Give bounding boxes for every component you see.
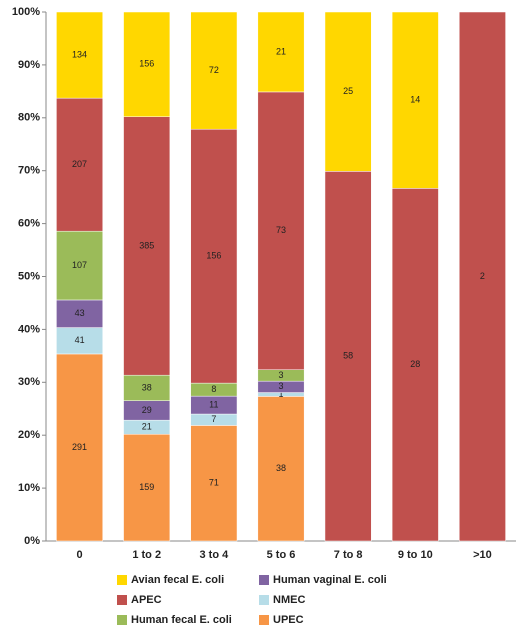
data-label: 21 (276, 46, 286, 56)
data-label: 28 (410, 359, 420, 369)
x-tick-label: >10 (473, 549, 492, 561)
y-tick-label: 60% (18, 218, 40, 230)
bar-segment (123, 116, 171, 376)
y-tick-label: 20% (18, 429, 40, 441)
bar-segment (257, 11, 305, 93)
data-label: 73 (276, 225, 286, 235)
bar-segment (391, 11, 439, 189)
y-tick-label: 0% (24, 535, 40, 547)
legend-swatch (259, 575, 269, 585)
y-tick-label: 70% (18, 165, 40, 177)
x-tick-label: 3 to 4 (199, 549, 229, 561)
data-label: 156 (139, 59, 154, 69)
data-label: 71 (209, 478, 219, 488)
bar-segment (56, 11, 103, 99)
data-label: 385 (139, 240, 154, 250)
data-label: 7 (211, 414, 216, 424)
bar-segment (123, 11, 171, 117)
legend-label: Avian fecal E. coli (131, 574, 224, 586)
data-label: 291 (72, 442, 87, 452)
data-label: 25 (343, 86, 353, 96)
data-label: 3 (278, 381, 283, 391)
data-label: 38 (276, 463, 286, 473)
y-tick-label: 10% (18, 482, 40, 494)
legend-swatch (117, 595, 127, 605)
data-label: 2 (480, 271, 485, 281)
legend-swatch (117, 615, 127, 625)
bar-segment (56, 230, 103, 301)
data-label: 3 (278, 370, 283, 380)
data-label: 43 (75, 308, 85, 318)
data-label: 21 (142, 422, 152, 432)
bar-segment (459, 11, 506, 542)
data-label: 58 (343, 351, 353, 361)
legend-label: APEC (131, 594, 162, 606)
data-label: 14 (410, 95, 420, 105)
y-tick-label: 100% (12, 6, 40, 18)
legend-label: UPEC (273, 614, 304, 626)
legend-swatch (259, 595, 269, 605)
bar-segment (257, 91, 305, 370)
bar-segment (324, 11, 372, 172)
data-label: 107 (72, 260, 87, 270)
x-tick-label: 1 to 2 (132, 549, 161, 561)
data-label: 11 (209, 399, 218, 409)
bar-segment (56, 353, 103, 542)
data-label: 207 (72, 159, 87, 169)
legend-label: Human fecal E. coli (131, 614, 232, 626)
bar-segment (123, 434, 171, 542)
data-label: 1 (278, 389, 283, 399)
data-label: 29 (142, 405, 152, 415)
data-label: 156 (206, 251, 221, 261)
x-tick-label: 0 (77, 549, 83, 561)
bar-segment (257, 396, 305, 542)
x-tick-label: 7 to 8 (334, 549, 363, 561)
x-tick-label: 5 to 6 (267, 549, 296, 561)
data-label: 72 (209, 65, 219, 75)
bar-segment (56, 327, 103, 355)
bar-segment (56, 299, 103, 328)
bar-segment (391, 188, 439, 542)
x-tick-label: 9 to 10 (398, 549, 433, 561)
bar-segment (56, 97, 103, 232)
y-tick-label: 40% (18, 323, 40, 335)
bar-segment (190, 128, 238, 384)
y-tick-label: 90% (18, 59, 40, 71)
legend-swatch (259, 615, 269, 625)
legend-swatch (117, 575, 127, 585)
y-tick-label: 50% (18, 270, 40, 282)
legend-label: NMEC (273, 594, 305, 606)
data-label: 41 (75, 335, 85, 345)
data-label: 8 (211, 384, 216, 394)
y-tick-label: 30% (18, 376, 40, 388)
bar-segment (190, 425, 238, 542)
bar-segment (190, 11, 238, 130)
y-tick-label: 80% (18, 112, 40, 124)
data-label: 159 (139, 482, 154, 492)
bar-segment (123, 374, 171, 401)
bar-segment (324, 171, 372, 542)
data-label: 134 (72, 49, 87, 59)
legend-label: Human vaginal E. coli (273, 574, 387, 586)
data-label: 38 (142, 382, 152, 392)
